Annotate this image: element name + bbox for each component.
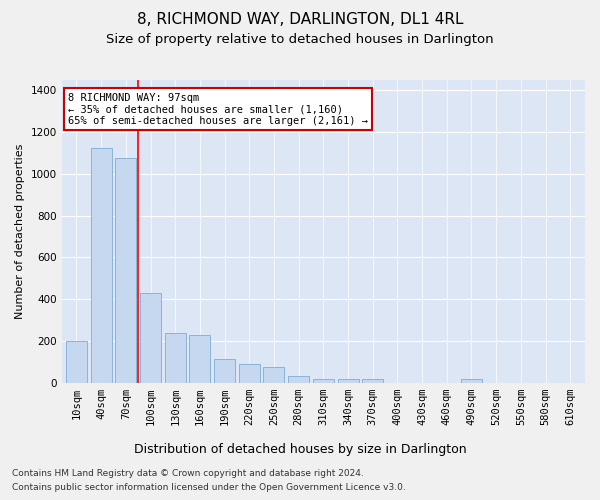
Bar bbox=[313, 379, 334, 382]
Bar bbox=[66, 341, 87, 382]
Bar bbox=[362, 379, 383, 382]
Bar bbox=[165, 332, 186, 382]
Text: Contains HM Land Registry data © Crown copyright and database right 2024.: Contains HM Land Registry data © Crown c… bbox=[12, 468, 364, 477]
Bar bbox=[239, 364, 260, 382]
Bar bbox=[190, 334, 211, 382]
Bar bbox=[338, 379, 359, 382]
Text: Contains public sector information licensed under the Open Government Licence v3: Contains public sector information licen… bbox=[12, 484, 406, 492]
Y-axis label: Number of detached properties: Number of detached properties bbox=[15, 144, 25, 319]
Bar bbox=[214, 358, 235, 382]
Text: Distribution of detached houses by size in Darlington: Distribution of detached houses by size … bbox=[134, 442, 466, 456]
Bar bbox=[461, 379, 482, 382]
Bar bbox=[263, 367, 284, 382]
Text: 8 RICHMOND WAY: 97sqm
← 35% of detached houses are smaller (1,160)
65% of semi-d: 8 RICHMOND WAY: 97sqm ← 35% of detached … bbox=[68, 92, 368, 126]
Text: 8, RICHMOND WAY, DARLINGTON, DL1 4RL: 8, RICHMOND WAY, DARLINGTON, DL1 4RL bbox=[137, 12, 463, 28]
Bar bbox=[91, 148, 112, 382]
Bar bbox=[288, 376, 309, 382]
Bar bbox=[140, 293, 161, 382]
Bar bbox=[115, 158, 136, 382]
Text: Size of property relative to detached houses in Darlington: Size of property relative to detached ho… bbox=[106, 32, 494, 46]
